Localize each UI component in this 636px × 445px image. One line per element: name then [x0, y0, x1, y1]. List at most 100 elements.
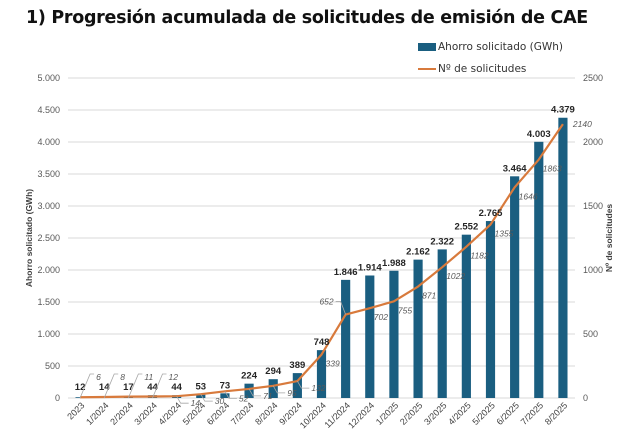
y-tick-label: 1.000	[37, 329, 60, 339]
bar-value-label: 44	[171, 382, 182, 393]
bar	[558, 117, 568, 398]
y-tick-label: 4.500	[37, 105, 60, 115]
bar-value-label: 2.162	[406, 247, 430, 258]
bar-value-label: 44	[147, 382, 158, 393]
bar	[485, 221, 496, 398]
x-tick-label: 7/2025	[519, 400, 546, 427]
bar	[389, 270, 399, 398]
leader-line	[103, 373, 119, 399]
x-tick-label: 2/2024	[108, 400, 135, 427]
y2-tick-label: 2000	[583, 137, 603, 147]
bar	[365, 275, 375, 398]
bar-value-label: 294	[265, 366, 282, 377]
leader-line	[272, 385, 286, 394]
bar-value-label: 73	[220, 380, 231, 391]
bar-value-label: 2.322	[430, 236, 454, 247]
line-value-label: 702	[374, 312, 388, 322]
bar-value-label: 17	[123, 382, 134, 393]
x-tick-label: 7/2024	[229, 400, 256, 427]
y-tick-label: 2.500	[37, 233, 60, 243]
x-tick-label: 1/2025	[374, 400, 401, 427]
y2-tick-label: 1500	[583, 201, 603, 211]
y2-tick-label: 2500	[583, 73, 603, 83]
x-tick-label: 4/2024	[157, 400, 184, 427]
line-value-label: 871	[422, 291, 436, 301]
leader-line	[152, 373, 167, 399]
legend-bar-swatch	[418, 43, 436, 51]
line-value-label: 6	[96, 372, 101, 382]
line-value-label: 71	[263, 391, 273, 401]
bar-value-label: 389	[289, 360, 305, 371]
bar	[413, 259, 423, 398]
x-tick-label: 2023	[65, 400, 86, 421]
bar-value-label: 1.846	[334, 267, 358, 278]
x-tick-label: 3/2025	[422, 400, 449, 427]
y-tick-label: 2.000	[37, 265, 60, 275]
leader-line	[200, 393, 213, 402]
bar	[220, 393, 230, 398]
bar-value-label: 14	[99, 382, 110, 393]
line-value-label: 1646	[519, 191, 538, 201]
legend-item-line: Nº de solicitudes	[418, 58, 563, 80]
bar	[341, 279, 351, 398]
line-value-label: 11	[144, 372, 153, 382]
bar-value-label: 1.988	[382, 258, 406, 269]
y2-tick-label: 1000	[583, 265, 603, 275]
bar-value-label: 12	[75, 382, 86, 393]
bar	[292, 373, 302, 398]
line-value-label: 12	[169, 372, 179, 382]
legend-label-line: Nº de solicitudes	[438, 63, 527, 75]
y-tick-label: 0	[55, 393, 60, 403]
y-tick-label: 500	[45, 361, 60, 371]
bar-value-label: 2.765	[479, 208, 503, 219]
bar	[437, 249, 447, 398]
line-value-label: 339	[326, 359, 340, 369]
line-value-label: 1022	[446, 271, 465, 281]
bar-value-label: 2.552	[454, 222, 478, 233]
bar	[244, 383, 254, 398]
line-value-label: 14	[191, 398, 201, 408]
line-value-label: 1182	[470, 251, 489, 261]
leader-line	[176, 396, 189, 404]
y-axis-title: Ahorro solicitado (GWh)	[24, 189, 34, 287]
bar	[461, 234, 471, 398]
y2-axis-title: Nº de solicitudes	[604, 204, 614, 273]
bar-value-label: 4.003	[527, 129, 551, 140]
chart-title: 1) Progresión acumulada de solicitudes d…	[26, 8, 588, 28]
legend-label-bars: Ahorro solicitado (GWh)	[438, 41, 564, 53]
line-value-label: 95	[287, 388, 297, 398]
bar-value-label: 224	[241, 371, 258, 382]
leader-line	[297, 380, 310, 389]
line-value-label: 2140	[572, 119, 592, 129]
x-tick-label: 1/2024	[84, 400, 111, 427]
bar-value-label: 3.464	[503, 163, 527, 174]
leader-line	[224, 391, 237, 399]
line-series	[80, 123, 564, 399]
x-tick-label: 5/2025	[470, 400, 497, 427]
line-value-label: 652	[319, 297, 333, 307]
bar	[268, 379, 278, 398]
bar-value-label: 53	[195, 382, 206, 393]
bar	[196, 394, 206, 398]
y2-tick-label: 0	[583, 393, 588, 403]
x-tick-label: 6/2025	[495, 400, 522, 427]
x-tick-label: 8/2025	[543, 400, 570, 427]
y-tick-label: 4.000	[37, 137, 60, 147]
y2-tick-label: 500	[583, 329, 598, 339]
legend-line-swatch	[418, 67, 436, 71]
line-value-label: 30	[215, 396, 225, 406]
legend: Ahorro solicitado (GWh) Nº de solicitude…	[418, 36, 563, 80]
bar-value-label: 4.379	[551, 105, 575, 116]
bar-value-label: 1.914	[358, 263, 382, 274]
x-tick-label: 10/2024	[298, 400, 328, 430]
line-value-label: 52	[239, 393, 249, 403]
y-tick-label: 1.500	[37, 297, 60, 307]
line-value-label: 755	[398, 305, 412, 315]
leader-line	[248, 388, 262, 397]
legend-item-bars: Ahorro solicitado (GWh)	[418, 36, 563, 58]
x-tick-label: 2/2025	[398, 400, 425, 427]
y-tick-label: 3.000	[37, 201, 60, 211]
x-tick-label: 4/2025	[446, 400, 473, 427]
y-tick-label: 5.000	[37, 73, 60, 83]
